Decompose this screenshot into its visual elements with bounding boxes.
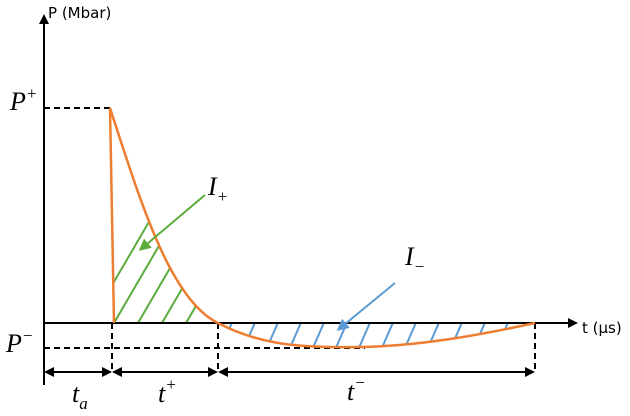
guides — [44, 107, 536, 372]
i-plus-pointer — [138, 194, 206, 251]
i-plus-label: I+ — [207, 172, 228, 206]
hatch-line — [161, 108, 218, 323]
p-minus-label: P− — [5, 326, 33, 358]
hatch-line — [185, 108, 218, 323]
t-plus-label: t+ — [158, 375, 177, 408]
i-minus-label: I− — [404, 242, 425, 276]
hatch-line — [113, 108, 218, 323]
t-a-label: ta — [72, 379, 88, 413]
t-minus-label: t− — [347, 373, 366, 406]
hatch-line — [137, 108, 218, 323]
positive-hatch — [112, 108, 218, 323]
pressure-curve — [108, 107, 536, 349]
p-plus-label: P+ — [9, 84, 37, 116]
x-axis-label: t (μs) — [582, 319, 622, 337]
y-axis-label: P (Mbar) — [48, 4, 111, 22]
i-minus-pointer — [336, 282, 396, 331]
